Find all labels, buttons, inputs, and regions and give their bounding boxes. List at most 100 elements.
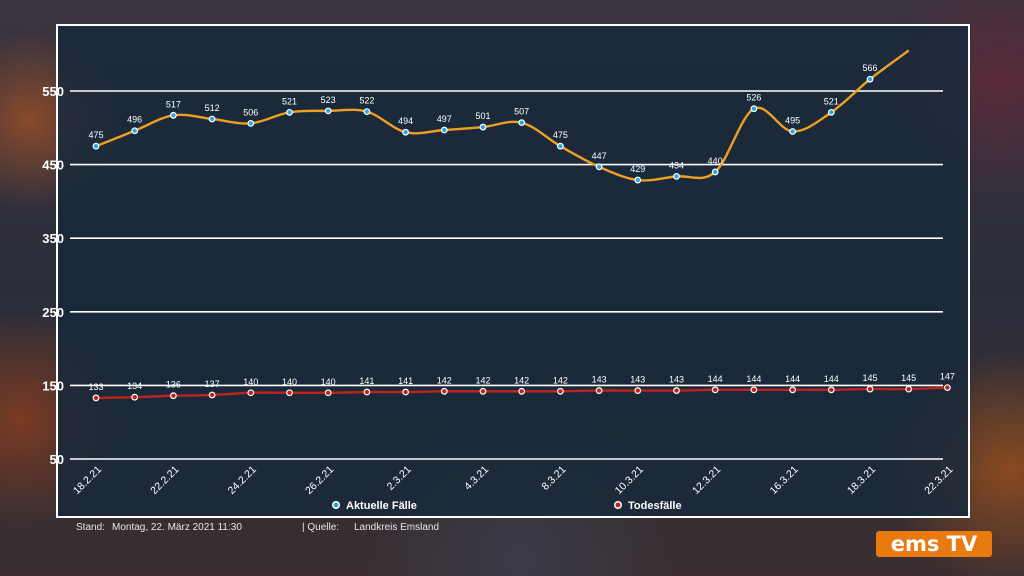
data-point <box>635 177 640 183</box>
x-tick-label: 24.2.21 <box>226 464 259 497</box>
data-label: 497 <box>437 114 452 124</box>
data-point <box>751 106 757 111</box>
series-line-aktuelle-faelle <box>95 49 910 182</box>
data-point <box>558 389 563 394</box>
stand-label: Stand: <box>76 522 105 533</box>
data-label: 429 <box>630 164 645 174</box>
legend-label: Todesfälle <box>628 500 682 512</box>
data-label: 142 <box>514 375 529 385</box>
data-point <box>635 388 640 393</box>
data-label: 142 <box>437 375 452 385</box>
data-point <box>519 389 524 394</box>
data-point <box>132 128 137 133</box>
data-label: 145 <box>901 373 916 383</box>
x-tick-label: 2.3.21 <box>385 464 414 493</box>
source-label: | Quelle: <box>302 522 340 533</box>
chart-panel <box>56 24 970 518</box>
x-tick-label: 10.3.21 <box>613 464 646 497</box>
source-value: Landkreis Emsland <box>354 522 440 533</box>
data-label: 133 <box>88 382 103 392</box>
data-label: 134 <box>127 381 142 391</box>
data-point <box>248 121 253 126</box>
data-point <box>403 130 408 135</box>
y-tick-label: 450 <box>42 158 64 173</box>
data-label: 501 <box>475 111 490 121</box>
data-point <box>442 127 447 133</box>
data-label: 147 <box>940 372 955 382</box>
data-point <box>364 109 370 114</box>
data-label: 143 <box>592 375 607 385</box>
data-label: 140 <box>321 377 336 387</box>
data-label: 140 <box>282 377 297 387</box>
data-label: 144 <box>785 374 800 384</box>
data-label: 143 <box>630 375 645 385</box>
data-point <box>713 387 718 393</box>
data-point <box>790 129 795 134</box>
x-tick-label: 16.3.21 <box>767 464 800 497</box>
data-point <box>674 388 679 393</box>
data-label: 566 <box>862 63 877 73</box>
x-tick-label: 22.2.21 <box>148 464 181 497</box>
data-point <box>596 388 602 393</box>
x-tick-label: 18.2.21 <box>71 464 104 497</box>
data-point <box>326 108 331 114</box>
data-label: 512 <box>205 103 220 113</box>
x-tick-label: 4.3.21 <box>462 464 491 493</box>
data-label: 434 <box>669 160 684 170</box>
data-label: 141 <box>398 376 413 386</box>
data-point <box>287 110 292 115</box>
data-label: 523 <box>321 95 336 105</box>
data-point <box>442 389 447 394</box>
x-tick-label: 22.3.21 <box>922 464 955 497</box>
data-point <box>558 144 563 149</box>
legend-marker <box>615 502 621 508</box>
data-label: 475 <box>88 130 103 140</box>
data-label: 447 <box>592 151 607 161</box>
x-tick-label: 12.3.21 <box>690 464 723 497</box>
data-point <box>906 386 911 392</box>
data-point <box>480 124 486 130</box>
data-label: 495 <box>785 115 800 125</box>
data-label: 521 <box>824 96 839 106</box>
data-point <box>287 390 292 395</box>
data-point <box>93 395 99 401</box>
data-point <box>480 389 486 394</box>
data-label: 140 <box>243 377 258 387</box>
data-label: 506 <box>243 107 258 117</box>
data-point <box>364 389 370 395</box>
data-label: 475 <box>553 130 568 140</box>
data-point <box>945 385 950 390</box>
x-tick-label: 8.3.21 <box>539 464 568 493</box>
legend-label: Aktuelle Fälle <box>346 500 417 512</box>
data-point <box>596 164 602 170</box>
data-point <box>93 144 99 149</box>
y-tick-label: 250 <box>42 305 64 320</box>
data-label: 144 <box>746 374 761 384</box>
data-point <box>209 392 215 398</box>
ems-tv-logo: ems TV <box>876 531 992 557</box>
data-point <box>751 387 757 393</box>
data-label: 517 <box>166 99 181 109</box>
data-point <box>248 390 253 395</box>
data-label: 136 <box>166 380 181 390</box>
y-tick-label: 350 <box>42 231 64 246</box>
data-label: 496 <box>127 115 142 125</box>
data-point <box>171 393 176 398</box>
data-point <box>326 390 331 395</box>
data-label: 143 <box>669 375 684 385</box>
data-label: 137 <box>205 379 220 389</box>
data-point <box>171 113 176 118</box>
y-tick-label: 50 <box>50 452 64 467</box>
data-label: 507 <box>514 107 529 117</box>
data-label: 141 <box>359 376 374 386</box>
y-tick-label: 150 <box>42 378 64 393</box>
data-label: 142 <box>475 375 490 385</box>
data-point <box>713 169 718 175</box>
data-point <box>674 174 679 179</box>
data-label: 521 <box>282 96 297 106</box>
data-point <box>519 120 524 125</box>
data-label: 526 <box>746 93 761 103</box>
data-point <box>867 77 873 82</box>
data-label: 440 <box>708 156 723 166</box>
